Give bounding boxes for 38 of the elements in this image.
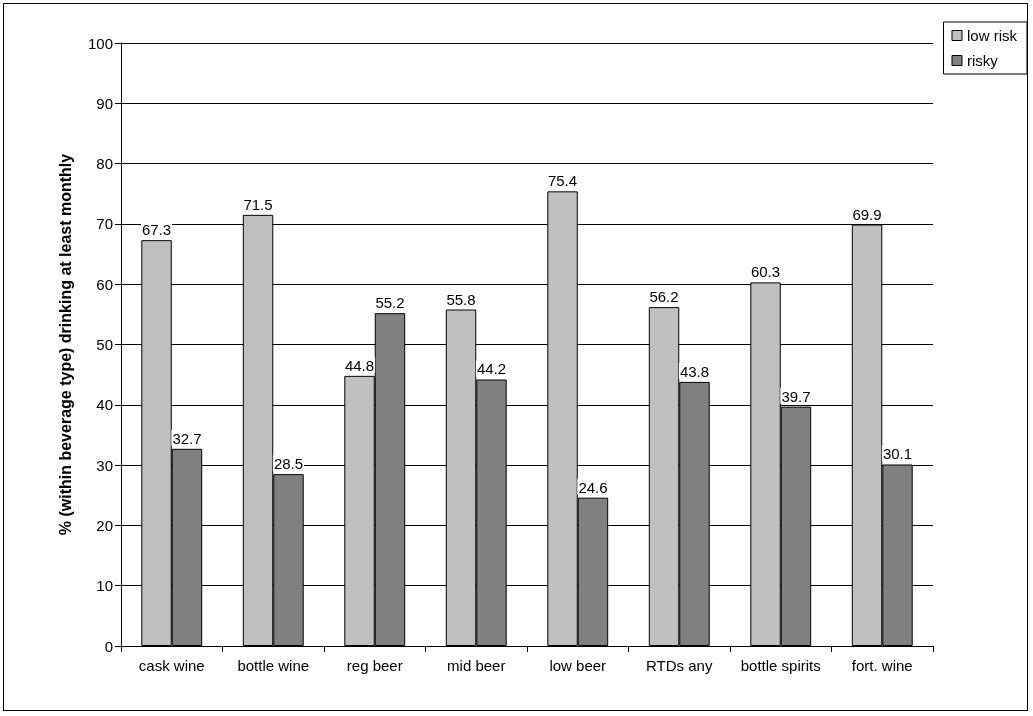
x-tick-label: low beer <box>549 657 607 674</box>
x-tick-label: bottle spirits <box>740 657 821 674</box>
data-label: 71.5 <box>243 195 273 213</box>
y-tick-label: 60 <box>96 275 113 293</box>
y-tick-label: 90 <box>96 94 113 112</box>
y-tick-label: 0 <box>104 637 113 655</box>
data-label: 55.2 <box>375 294 405 312</box>
y-tick-label: 50 <box>96 336 113 353</box>
y-tick-label: 30 <box>96 456 113 474</box>
data-label: 67.3 <box>141 221 172 239</box>
legend-label: low risk <box>967 27 1018 44</box>
y-tick-label: 100 <box>87 34 113 52</box>
y-tick-label: 80 <box>96 155 113 173</box>
x-tick-label: bottle wine <box>237 657 310 674</box>
x-tick-label: fort. wine <box>851 657 913 674</box>
data-label: 75.4 <box>547 172 578 190</box>
x-tick-label: cask wine <box>138 657 205 674</box>
x-tick-label: reg beer <box>346 657 403 674</box>
data-label: 32.7 <box>172 429 202 447</box>
data-label: 30.1 <box>882 445 913 463</box>
data-label: 24.6 <box>578 478 608 496</box>
data-label: 69.9 <box>852 205 882 223</box>
data-label: 55.8 <box>446 290 476 308</box>
data-label: 44.2 <box>476 360 507 378</box>
data-label: 44.8 <box>344 356 375 374</box>
data-label: 56.2 <box>649 288 679 306</box>
data-label: 60.3 <box>750 263 781 281</box>
y-tick-label: 70 <box>96 215 113 233</box>
y-tick-label: 10 <box>96 577 113 595</box>
data-label: 28.5 <box>273 455 304 473</box>
y-tick-label: 40 <box>96 396 113 414</box>
data-label: 43.8 <box>679 362 710 380</box>
legend-label: risky <box>967 52 999 69</box>
y-tick-label: 20 <box>96 516 113 534</box>
x-tick-label: RTDs any <box>646 657 713 674</box>
data-label: 39.7 <box>781 387 811 405</box>
y-axis-title: % (within beverage type) drinking at least monthly <box>56 153 74 536</box>
x-tick-label: mid beer <box>447 657 506 674</box>
